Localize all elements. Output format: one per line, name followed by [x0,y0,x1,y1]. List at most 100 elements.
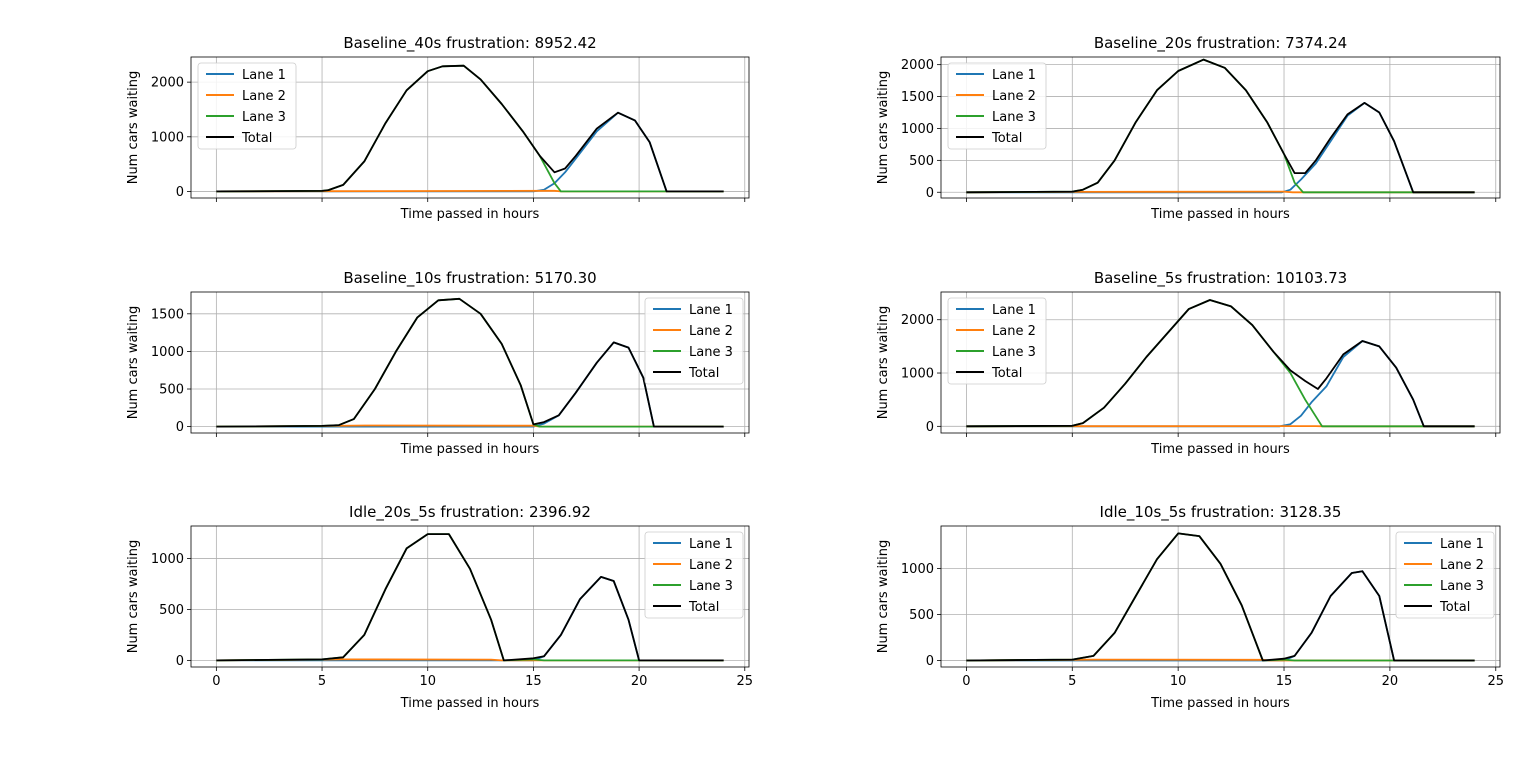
legend-label: Lane 1 [992,68,1036,83]
legend-label: Total [688,600,719,615]
y-tick-label: 0 [926,186,934,201]
chart-title: Idle_20s_5s frustration: 2396.92 [349,503,591,522]
x-axis-label: Time passed in hours [400,696,540,711]
legend: Lane 1 Lane 2 Lane 3 Total [947,62,1047,150]
x-axis-label: Time passed in hours [400,442,540,457]
y-tick-label: 0 [926,654,934,669]
subplot-3: 0 500 1000 1500 Baseline_10s frustration: 51… [126,269,750,457]
y-tick-label: 1000 [151,130,184,145]
legend-label: Lane 2 [1440,558,1484,573]
legend-label: Lane 3 [242,110,286,125]
y-tick-label: 500 [909,608,934,623]
series-line-total [216,297,724,428]
legend-box [947,62,1047,150]
y-tick-label: 1000 [151,552,184,567]
y-tick-label: 500 [159,383,184,398]
legend-label: Total [688,366,719,381]
x-tick-label: 5 [318,674,326,689]
legend-label: Lane 2 [689,558,733,573]
x-tick-label: 5 [1068,674,1076,689]
y-tick-label: 1000 [901,562,934,577]
legend-label: Lane 1 [992,303,1036,318]
y-tick-label: 2000 [901,58,934,73]
chart-title: Baseline_40s frustration: 8952.42 [343,34,596,53]
legend: Lane 1 Lane 2 Lane 3 Total [947,297,1047,385]
axes-frame [190,56,750,199]
y-axis-label: Num cars waiting [876,306,891,420]
subplot-2: 0 500 1000 1500 2000 Baseline_20s frustration… [876,34,1501,222]
legend-box [947,297,1047,385]
x-tick-label: 10 [1170,674,1187,689]
legend-label: Lane 3 [992,110,1036,125]
x-tick-label: 15 [1276,674,1293,689]
chart-title: Baseline_5s frustration: 10103.73 [1094,269,1347,288]
x-axis-label: Time passed in hours [1150,442,1290,457]
legend-label: Total [991,131,1022,146]
y-tick-label: 0 [176,185,184,200]
legend-label: Lane 3 [689,345,733,360]
y-tick-label: 0 [176,654,184,669]
legend-label: Lane 1 [689,537,733,552]
legend: Lane 1 Lane 2 Lane 3 Total [644,531,744,619]
chart-title: Idle_10s_5s frustration: 3128.35 [1100,503,1342,522]
x-tick-label: 0 [212,674,220,689]
legend-label: Lane 2 [689,324,733,339]
axes-frame [940,291,1501,434]
legend-label: Lane 3 [1440,579,1484,594]
series-lines [216,297,724,428]
x-tick-label: 25 [736,674,753,689]
subplot-6: 0 5 10 15 20 25 0 500 1000 Idle_10s_5s frustratio… [876,503,1504,711]
legend: Lane 1 Lane 2 Lane 3 Total [197,62,297,150]
series-lines [966,58,1475,194]
legend-label: Lane 2 [242,89,286,104]
y-tick-label: 1000 [901,122,934,137]
x-tick-label: 25 [1487,674,1504,689]
legend: Lane 1 Lane 2 Lane 3 Total [644,297,744,385]
chart-title: Baseline_20s frustration: 7374.24 [1094,34,1347,53]
x-tick-label: 20 [631,674,648,689]
x-axis-label: Time passed in hours [400,207,540,222]
x-tick-label: 10 [419,674,436,689]
y-tick-label: 1000 [151,345,184,360]
y-tick-label: 1500 [151,307,184,322]
legend-label: Lane 2 [992,89,1036,104]
x-axis-label: Time passed in hours [1150,207,1290,222]
series-line-total [216,533,724,662]
axes-frame [190,291,750,434]
legend-box [644,297,744,385]
y-tick-label: 1500 [901,90,934,105]
y-tick-label: 2000 [901,313,934,328]
y-axis-label: Num cars waiting [876,71,891,185]
axes-frame [190,525,750,668]
legend-label: Lane 2 [992,324,1036,339]
series-lines [216,533,724,662]
y-tick-label: 1000 [901,367,934,382]
x-tick-label: 20 [1382,674,1399,689]
y-tick-label: 0 [926,420,934,435]
legend-label: Total [241,131,272,146]
y-axis-label: Num cars waiting [876,540,891,654]
series-line-total [966,532,1475,662]
y-axis-label: Num cars waiting [126,71,141,185]
series-line-total [216,64,724,193]
legend-label: Lane 3 [689,579,733,594]
y-tick-label: 0 [176,420,184,435]
series-lines [966,532,1475,662]
legend-box [1395,531,1495,619]
series-lines [966,299,1475,428]
legend-label: Lane 1 [242,68,286,83]
legend-label: Total [1439,600,1470,615]
x-tick-label: 0 [962,674,970,689]
axes-frame [940,56,1501,199]
y-axis-label: Num cars waiting [126,540,141,654]
legend-label: Total [991,366,1022,381]
subplot-5: 0 5 10 15 20 25 0 500 1000 Idle_20s_5s frustratio… [126,503,753,711]
series-line-total [966,299,1475,428]
subplot-1: 0 1000 2000 Baseline_40s frustration: 8952.… [126,34,750,222]
legend-box [197,62,297,150]
y-axis-label: Num cars waiting [126,306,141,420]
axes-frame [940,525,1501,668]
y-tick-label: 500 [909,154,934,169]
subplot-4: 0 1000 2000 Baseline_5s frustration: 10103.… [876,269,1501,457]
